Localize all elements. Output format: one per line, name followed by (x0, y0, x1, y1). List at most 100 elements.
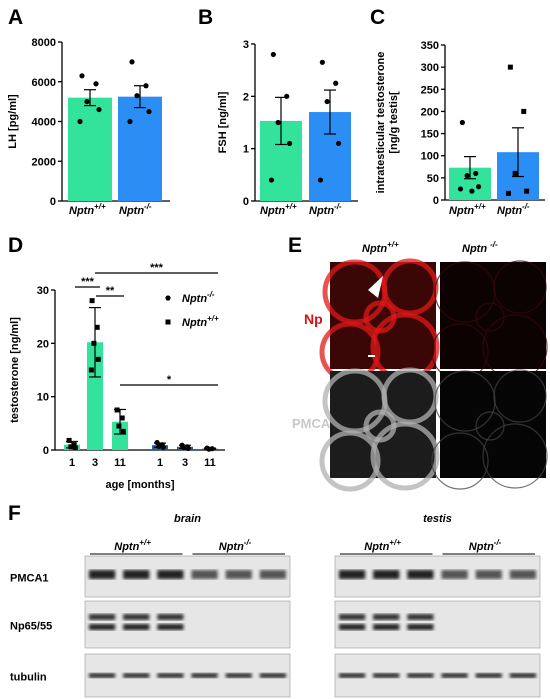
band (373, 624, 400, 630)
label-sup: +/+ (474, 202, 486, 211)
y-tick-label: 300 (421, 62, 439, 74)
label-base: Nptn (364, 541, 389, 553)
band (157, 614, 184, 620)
y-tick-label: 350 (421, 40, 439, 52)
data-point (319, 59, 325, 65)
data-point (473, 170, 479, 177)
label-sup: -/- (490, 240, 498, 249)
band (407, 614, 434, 620)
data-point (286, 140, 293, 147)
tissue-outline (431, 432, 489, 490)
y-tick-label: 8000 (32, 37, 56, 49)
band (373, 570, 400, 579)
data-point (71, 442, 77, 448)
label-sup: +/+ (139, 538, 151, 547)
data-point (88, 367, 94, 373)
y-tick-label: 10 (37, 392, 49, 404)
band (259, 570, 286, 579)
panel-letter: D (8, 234, 23, 257)
genotype-label: Nptn-/- (469, 538, 502, 553)
panel-letter: B (198, 6, 213, 29)
band (407, 570, 434, 579)
bar (112, 421, 128, 450)
blot (334, 555, 541, 598)
x-tick-label: Nptn-/- (309, 202, 342, 217)
tissue-outline (493, 260, 547, 314)
data-point (185, 445, 191, 451)
label-base: Nptn (119, 205, 144, 217)
x-tick-label: 1 (69, 457, 75, 469)
data-point (95, 356, 101, 362)
tissue-outline (363, 409, 397, 443)
y-tick-label: 50 (427, 173, 439, 185)
data-point (94, 324, 100, 330)
significance-label: * (167, 374, 172, 386)
row-label: tubulin (10, 672, 47, 684)
label-base: Nptn (469, 541, 494, 553)
data-point (72, 445, 78, 451)
data-point (146, 108, 152, 115)
x-tick-label: 11 (114, 457, 126, 469)
data-point (116, 423, 122, 429)
band (339, 570, 366, 579)
label-sup: +/+ (285, 202, 297, 211)
y-tick-label: 4000 (32, 117, 56, 129)
band (441, 570, 468, 579)
band (89, 624, 116, 630)
significance-label: *** (81, 276, 95, 288)
data-point (284, 93, 290, 99)
y-axis-label: [ng/g testis[ (388, 91, 400, 154)
data-point (524, 188, 530, 194)
y-axis-label: LH [pg/ml] (7, 94, 19, 149)
data-point (114, 407, 120, 413)
tissue-outline (319, 430, 381, 492)
y-tick-label: 1 (243, 144, 249, 156)
label-base: Nptn (462, 243, 490, 255)
tissue-label: testis (423, 513, 452, 525)
band (89, 673, 116, 678)
panel-letter: A (8, 6, 23, 29)
y-tick-label: 100 (421, 151, 439, 163)
band (191, 673, 218, 678)
label-base: Nptn (182, 293, 207, 305)
panel-letter: E (288, 234, 302, 257)
y-axis-label: testosterone [ng/ml] (9, 317, 21, 423)
x-tick-label: Nptn+/+ (69, 202, 106, 217)
band (407, 673, 434, 678)
x-tick-label: 3 (92, 457, 98, 469)
panel-letter: F (8, 502, 21, 525)
column-label: Nptn -/- (462, 240, 498, 255)
data-point (79, 73, 85, 79)
x-tick-label: 11 (204, 457, 216, 469)
tissue-outline (370, 421, 440, 491)
data-point (143, 83, 149, 89)
label-sup: -/- (494, 538, 502, 547)
y-tick-label: 0 (43, 445, 49, 457)
genotype-label: Nptn+/+ (114, 538, 151, 553)
data-point (68, 444, 74, 450)
y-tick-label: 0 (50, 196, 56, 208)
data-point (268, 177, 275, 183)
genotype-label: Nptn+/+ (364, 538, 401, 553)
bar (118, 96, 162, 201)
label-base: Nptn (69, 205, 94, 217)
label-base: Nptn (182, 317, 207, 329)
tissue-outline (475, 302, 505, 332)
legend-label: Nptn+/+ (182, 314, 219, 329)
band (157, 570, 184, 579)
data-point (127, 118, 133, 125)
label-base: Nptn (362, 243, 387, 255)
row-label: PMCA1 (10, 573, 49, 585)
band (225, 673, 252, 678)
data-point (324, 98, 330, 105)
label-base: Nptn (114, 541, 139, 553)
band (191, 570, 218, 579)
tissue-outline (482, 423, 548, 489)
label-base: Nptn (260, 205, 285, 217)
data-point (512, 170, 518, 176)
band (259, 673, 286, 678)
y-tick-label: 250 (421, 84, 439, 96)
data-point (119, 415, 125, 421)
data-point (333, 80, 339, 86)
y-axis-label: FSH [ng/ml] (217, 91, 229, 153)
